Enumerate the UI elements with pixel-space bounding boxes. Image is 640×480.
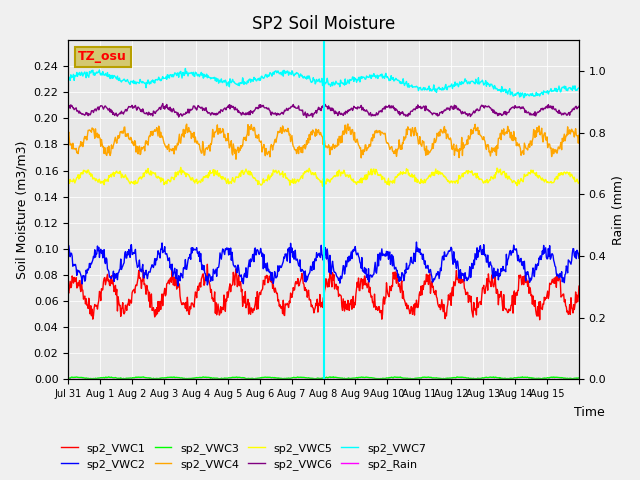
sp2_VWC5	[219, 174, 227, 180]
sp2_VWC7	[182, 66, 189, 72]
sp2_VWC1	[264, 273, 271, 279]
sp2_Rain	[218, 376, 226, 382]
sp2_VWC3	[124, 375, 132, 381]
sp2_VWC4	[218, 129, 226, 135]
sp2_VWC7	[520, 95, 527, 101]
sp2_VWC2	[174, 283, 182, 289]
sp2_VWC4	[124, 131, 132, 136]
sp2_Rain	[124, 376, 132, 382]
Line: sp2_VWC2: sp2_VWC2	[68, 242, 579, 286]
sp2_VWC2	[377, 257, 385, 263]
sp2_VWC1	[377, 310, 385, 315]
sp2_VWC7	[575, 85, 583, 91]
sp2_VWC7	[244, 80, 252, 85]
sp2_VWC2	[575, 255, 583, 261]
sp2_VWC4	[378, 130, 385, 135]
sp2_VWC6	[378, 108, 385, 113]
sp2_VWC1	[124, 302, 132, 308]
sp2_VWC3	[575, 375, 583, 381]
sp2_VWC6	[124, 105, 132, 111]
sp2_VWC5	[575, 180, 583, 185]
sp2_VWC5	[406, 173, 413, 179]
sp2_VWC2	[405, 263, 413, 268]
sp2_Rain	[64, 376, 72, 382]
sp2_VWC7	[377, 72, 385, 77]
sp2_VWC2	[219, 246, 227, 252]
sp2_VWC7	[264, 74, 271, 80]
sp2_VWC7	[124, 79, 132, 84]
sp2_VWC4	[575, 132, 583, 138]
sp2_VWC2	[124, 252, 132, 258]
sp2_VWC4	[344, 121, 352, 127]
sp2_VWC1	[204, 262, 211, 267]
sp2_Rain	[575, 376, 583, 382]
sp2_VWC1	[405, 307, 413, 312]
sp2_VWC6	[264, 106, 271, 112]
sp2_VWC5	[319, 183, 326, 189]
sp2_VWC4	[244, 122, 252, 128]
X-axis label: Time: Time	[574, 407, 605, 420]
Text: TZ_osu: TZ_osu	[78, 50, 127, 63]
Legend: sp2_VWC1, sp2_VWC2, sp2_VWC3, sp2_VWC4, sp2_VWC5, sp2_VWC6, sp2_VWC7, sp2_Rain: sp2_VWC1, sp2_VWC2, sp2_VWC3, sp2_VWC4, …	[57, 438, 431, 474]
sp2_VWC5	[177, 165, 184, 170]
sp2_VWC2	[264, 260, 271, 266]
sp2_VWC1	[244, 296, 252, 302]
sp2_VWC4	[406, 127, 413, 132]
sp2_VWC5	[124, 177, 132, 183]
sp2_Rain	[404, 376, 412, 382]
sp2_VWC5	[378, 173, 385, 179]
sp2_VWC1	[219, 305, 227, 311]
Line: sp2_VWC6: sp2_VWC6	[68, 104, 579, 118]
sp2_VWC6	[219, 108, 227, 114]
sp2_VWC3	[263, 374, 271, 380]
sp2_VWC2	[64, 252, 72, 257]
sp2_Rain	[243, 376, 251, 382]
Line: sp2_VWC4: sp2_VWC4	[68, 124, 579, 159]
sp2_VWC5	[244, 171, 252, 177]
sp2_VWC6	[406, 112, 413, 118]
sp2_VWC3	[64, 375, 72, 381]
sp2_VWC7	[219, 80, 227, 85]
sp2_VWC3	[378, 376, 385, 382]
sp2_VWC4	[64, 132, 72, 137]
sp2_VWC7	[405, 84, 413, 90]
sp2_VWC3	[330, 374, 337, 380]
sp2_VWC3	[406, 376, 413, 382]
sp2_Rain	[376, 376, 383, 382]
sp2_VWC5	[64, 179, 72, 185]
sp2_VWC6	[244, 110, 252, 116]
Line: sp2_VWC1: sp2_VWC1	[68, 264, 579, 320]
sp2_VWC1	[64, 289, 72, 295]
sp2_VWC3	[243, 376, 251, 382]
sp2_VWC3	[344, 376, 352, 382]
Line: sp2_VWC3: sp2_VWC3	[68, 377, 579, 379]
Y-axis label: Soil Moisture (m3/m3): Soil Moisture (m3/m3)	[15, 141, 28, 279]
Y-axis label: Raim (mm): Raim (mm)	[612, 175, 625, 245]
sp2_VWC3	[218, 376, 226, 382]
Line: sp2_VWC7: sp2_VWC7	[68, 69, 579, 98]
sp2_VWC7	[64, 74, 72, 80]
Title: SP2 Soil Moisture: SP2 Soil Moisture	[252, 15, 395, 33]
sp2_VWC5	[264, 178, 271, 184]
sp2_VWC2	[413, 239, 420, 245]
sp2_VWC1	[536, 317, 543, 323]
sp2_VWC6	[303, 115, 310, 120]
sp2_VWC4	[232, 156, 240, 162]
sp2_VWC6	[64, 105, 72, 110]
Line: sp2_VWC5: sp2_VWC5	[68, 168, 579, 186]
sp2_VWC6	[575, 103, 583, 109]
sp2_Rain	[263, 376, 271, 382]
sp2_VWC2	[244, 266, 252, 272]
sp2_VWC4	[264, 152, 271, 157]
sp2_VWC6	[159, 101, 166, 107]
sp2_VWC1	[575, 283, 583, 289]
